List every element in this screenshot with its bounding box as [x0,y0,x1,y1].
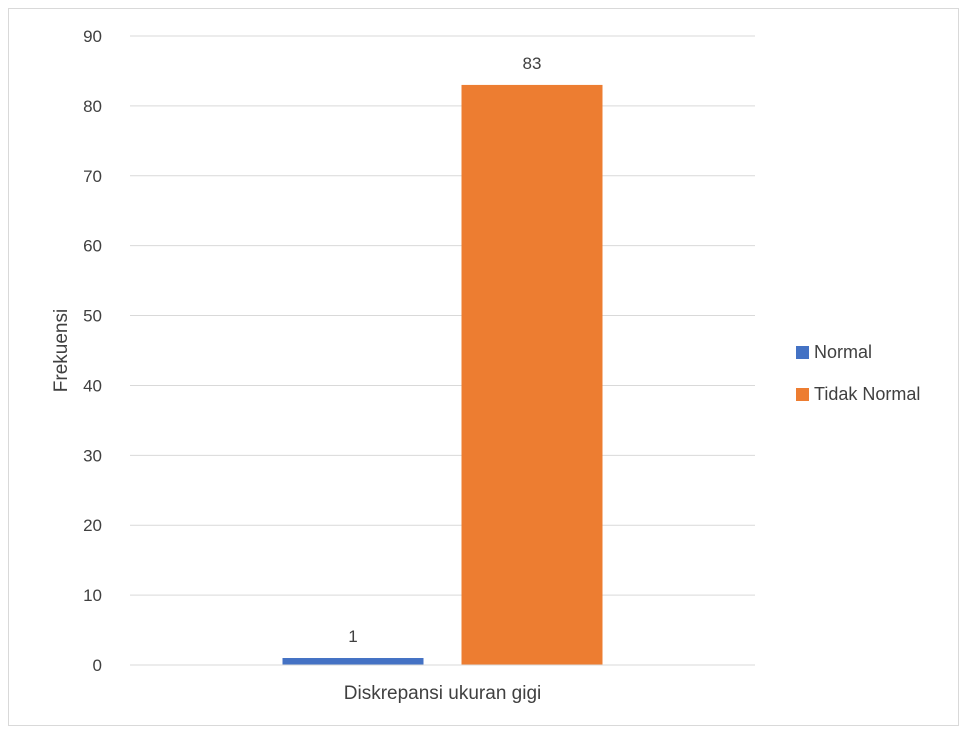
y-tick-label: 60 [83,237,102,256]
y-axis-title: Frekuensi [51,309,72,392]
y-tick-label: 30 [83,446,102,465]
bar-tidak-normal [461,84,603,665]
legend-label: Normal [814,342,872,362]
y-tick-label: 40 [83,376,102,395]
legend-swatch [796,346,809,359]
legend: Normal Tidak Normal [796,342,920,404]
x-axis-title: Diskrepansi ukuran gigi [344,683,542,704]
bars [282,84,603,665]
y-tick-label: 90 [83,27,102,46]
y-tick-label: 0 [93,656,102,675]
data-labels: 1 83 [348,54,541,646]
bar-normal [282,658,424,665]
legend-label: Tidak Normal [814,384,920,404]
y-tick-label: 10 [83,586,102,605]
y-tick-label: 80 [83,97,102,116]
data-label: 1 [348,627,357,646]
y-tick-label: 70 [83,167,102,186]
legend-swatch [796,388,809,401]
y-tick-label: 50 [83,307,102,326]
y-tick-label: 20 [83,516,102,535]
data-label: 83 [523,54,542,73]
y-axis-ticks: 0 10 20 30 40 50 60 70 80 90 [83,27,102,675]
gridlines [130,35,755,596]
